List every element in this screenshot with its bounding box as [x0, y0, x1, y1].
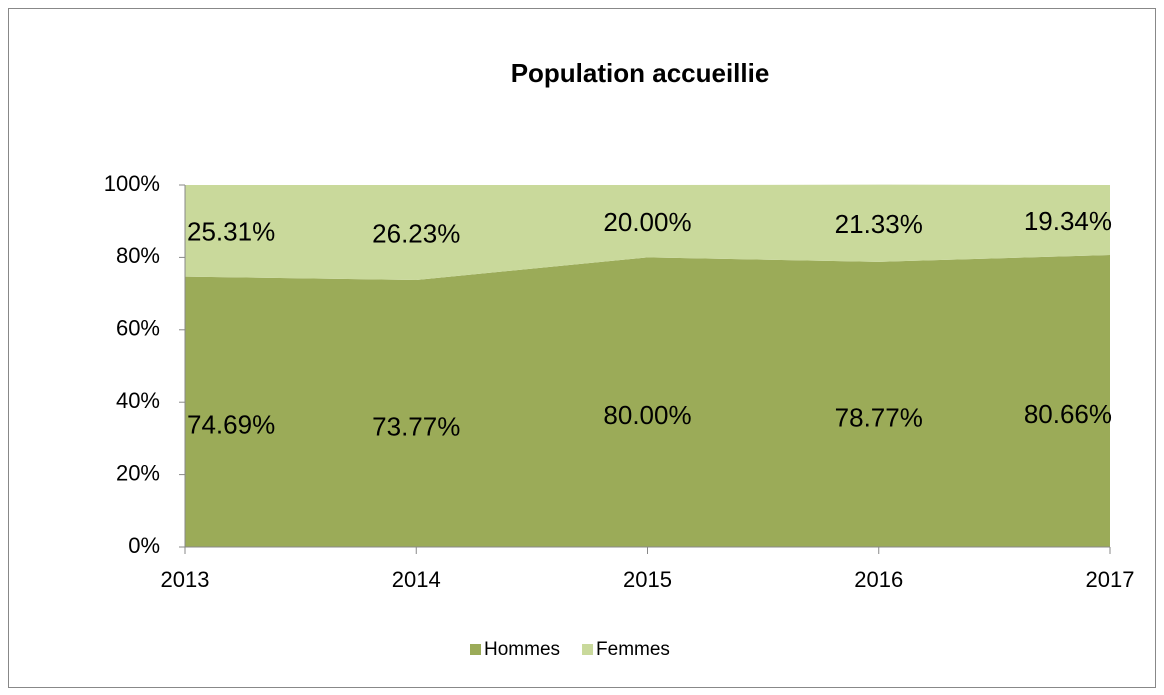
x-tick-label: 2015: [623, 567, 672, 592]
legend-swatch: [470, 644, 481, 655]
data-label: 20.00%: [603, 207, 691, 237]
legend-label: Femmes: [596, 639, 670, 660]
data-label: 73.77%: [372, 411, 460, 441]
y-tick-label: 100%: [104, 171, 160, 196]
data-label: 21.33%: [835, 209, 923, 239]
chart-title: Population accueillie: [511, 58, 770, 88]
data-label: 78.77%: [835, 402, 923, 432]
y-tick-label: 0%: [128, 533, 160, 558]
data-label: 80.66%: [1024, 399, 1112, 429]
legend-swatch: [582, 644, 594, 655]
y-tick-label: 80%: [116, 243, 160, 268]
y-tick-label: 40%: [116, 388, 160, 413]
data-label: 25.31%: [187, 217, 275, 247]
data-label: 74.69%: [187, 410, 275, 440]
data-label: 26.23%: [372, 218, 460, 248]
y-tick-label: 60%: [116, 316, 160, 341]
y-tick-label: 20%: [116, 460, 160, 485]
x-tick-label: 2013: [161, 567, 210, 592]
data-label: 80.00%: [603, 400, 691, 430]
x-tick-label: 2017: [1086, 567, 1135, 592]
area: [185, 184, 1110, 280]
area: [185, 255, 1110, 547]
data-label: 19.34%: [1024, 206, 1112, 236]
legend-label: Hommes: [484, 639, 560, 660]
x-tick-label: 2014: [392, 567, 441, 592]
x-tick-label: 2016: [854, 567, 903, 592]
